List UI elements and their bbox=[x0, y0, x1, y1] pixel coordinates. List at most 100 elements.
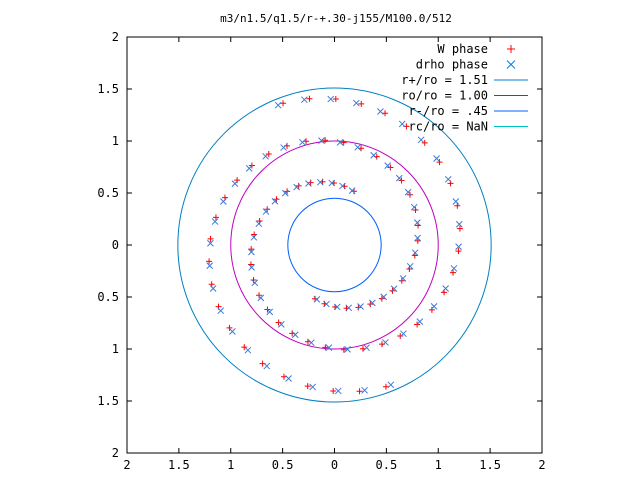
data-point bbox=[382, 339, 389, 346]
data-point bbox=[212, 214, 219, 221]
data-point bbox=[265, 150, 272, 157]
data-point bbox=[280, 373, 287, 380]
x-tick-label: 1 bbox=[227, 458, 234, 472]
data-point bbox=[369, 299, 376, 307]
data-point bbox=[406, 262, 414, 270]
data-point bbox=[361, 386, 368, 394]
data-point bbox=[280, 100, 287, 107]
data-point bbox=[217, 307, 225, 315]
data-point bbox=[356, 388, 363, 395]
x-tick-label: 0 bbox=[331, 458, 338, 472]
data-point bbox=[208, 281, 215, 288]
chart-title: m3/n1.5/q1.5/r-+.30-j155/M100.0/512 bbox=[220, 12, 452, 25]
data-point bbox=[241, 344, 248, 351]
data-point bbox=[355, 304, 362, 311]
y-tick-label: 1.5 bbox=[97, 394, 119, 408]
data-point bbox=[207, 235, 214, 242]
legend-label: rc/ro = NaN bbox=[409, 120, 488, 134]
x-tick-label: 1 bbox=[435, 458, 442, 472]
data-point bbox=[277, 320, 285, 328]
data-point bbox=[395, 174, 403, 182]
data-point bbox=[304, 383, 311, 390]
data-point bbox=[336, 138, 344, 146]
legend-label: r+/ro = 1.51 bbox=[401, 73, 488, 87]
data-point bbox=[244, 346, 252, 354]
data-point bbox=[262, 208, 270, 215]
data-point bbox=[234, 177, 241, 184]
data-point bbox=[370, 151, 378, 159]
data-point bbox=[397, 333, 404, 340]
data-point bbox=[271, 197, 279, 205]
x-tick-label: 0.5 bbox=[272, 458, 294, 472]
data-point bbox=[264, 206, 271, 213]
data-point bbox=[377, 108, 384, 115]
data-point bbox=[433, 155, 440, 162]
y-tick-label: 0.5 bbox=[97, 290, 119, 304]
data-point bbox=[416, 318, 424, 325]
data-point bbox=[301, 96, 308, 104]
data-point bbox=[257, 294, 265, 302]
data-point bbox=[328, 179, 336, 187]
data-point bbox=[399, 275, 407, 282]
data-point bbox=[207, 239, 214, 247]
data-point bbox=[340, 346, 347, 353]
data-point bbox=[411, 249, 419, 257]
data-point bbox=[274, 101, 282, 109]
reference-circle bbox=[230, 140, 439, 350]
data-point bbox=[398, 120, 406, 128]
data-point bbox=[442, 285, 449, 292]
data-point bbox=[387, 164, 394, 171]
x-tick-label: 2 bbox=[123, 458, 130, 472]
data-point bbox=[382, 383, 389, 390]
data-point bbox=[293, 183, 300, 191]
data-point bbox=[248, 264, 256, 271]
data-point bbox=[417, 136, 425, 144]
data-point bbox=[295, 182, 302, 189]
data-points bbox=[206, 95, 463, 395]
data-point bbox=[428, 306, 435, 313]
data-point bbox=[280, 144, 287, 151]
data-point bbox=[309, 383, 317, 391]
data-point bbox=[357, 303, 364, 310]
data-point bbox=[262, 152, 269, 160]
data-point bbox=[354, 143, 362, 151]
y-tick-label: 2 bbox=[112, 30, 119, 44]
y-tick-label: 0 bbox=[112, 238, 119, 252]
y-tick-label: 1 bbox=[112, 134, 119, 148]
y-tick-label: 2 bbox=[112, 446, 119, 460]
y-tick-label: 1 bbox=[112, 342, 119, 356]
data-point bbox=[413, 219, 421, 226]
data-point bbox=[291, 331, 299, 339]
data-point bbox=[404, 188, 412, 196]
data-point bbox=[444, 175, 452, 183]
data-point bbox=[410, 203, 418, 211]
data-point bbox=[323, 300, 330, 308]
data-point bbox=[352, 99, 360, 107]
data-point bbox=[430, 303, 438, 310]
data-point bbox=[380, 293, 388, 301]
data-point bbox=[275, 319, 282, 326]
data-point bbox=[313, 296, 321, 303]
data-point bbox=[348, 187, 356, 194]
x-axis-ticks: 2 1.5 1 0.5 0 0.5 1 1.5 2 bbox=[123, 37, 546, 472]
x-tick-label: 2 bbox=[538, 458, 545, 472]
y-tick-label: 0.5 bbox=[97, 186, 119, 200]
data-point bbox=[226, 324, 233, 331]
data-point bbox=[322, 137, 329, 144]
data-point bbox=[333, 303, 341, 311]
data-point bbox=[455, 243, 462, 251]
data-point bbox=[436, 159, 443, 166]
data-point bbox=[255, 220, 263, 228]
data-point bbox=[229, 328, 236, 335]
data-point bbox=[384, 162, 392, 170]
data-point bbox=[367, 301, 374, 308]
x-tick-label: 0.5 bbox=[376, 458, 398, 472]
data-point bbox=[455, 220, 463, 228]
data-point bbox=[390, 285, 398, 293]
data-point bbox=[387, 381, 395, 389]
data-point bbox=[206, 262, 214, 270]
legend-marker-plus bbox=[507, 45, 515, 53]
data-point bbox=[406, 191, 413, 198]
data-point bbox=[363, 344, 370, 352]
